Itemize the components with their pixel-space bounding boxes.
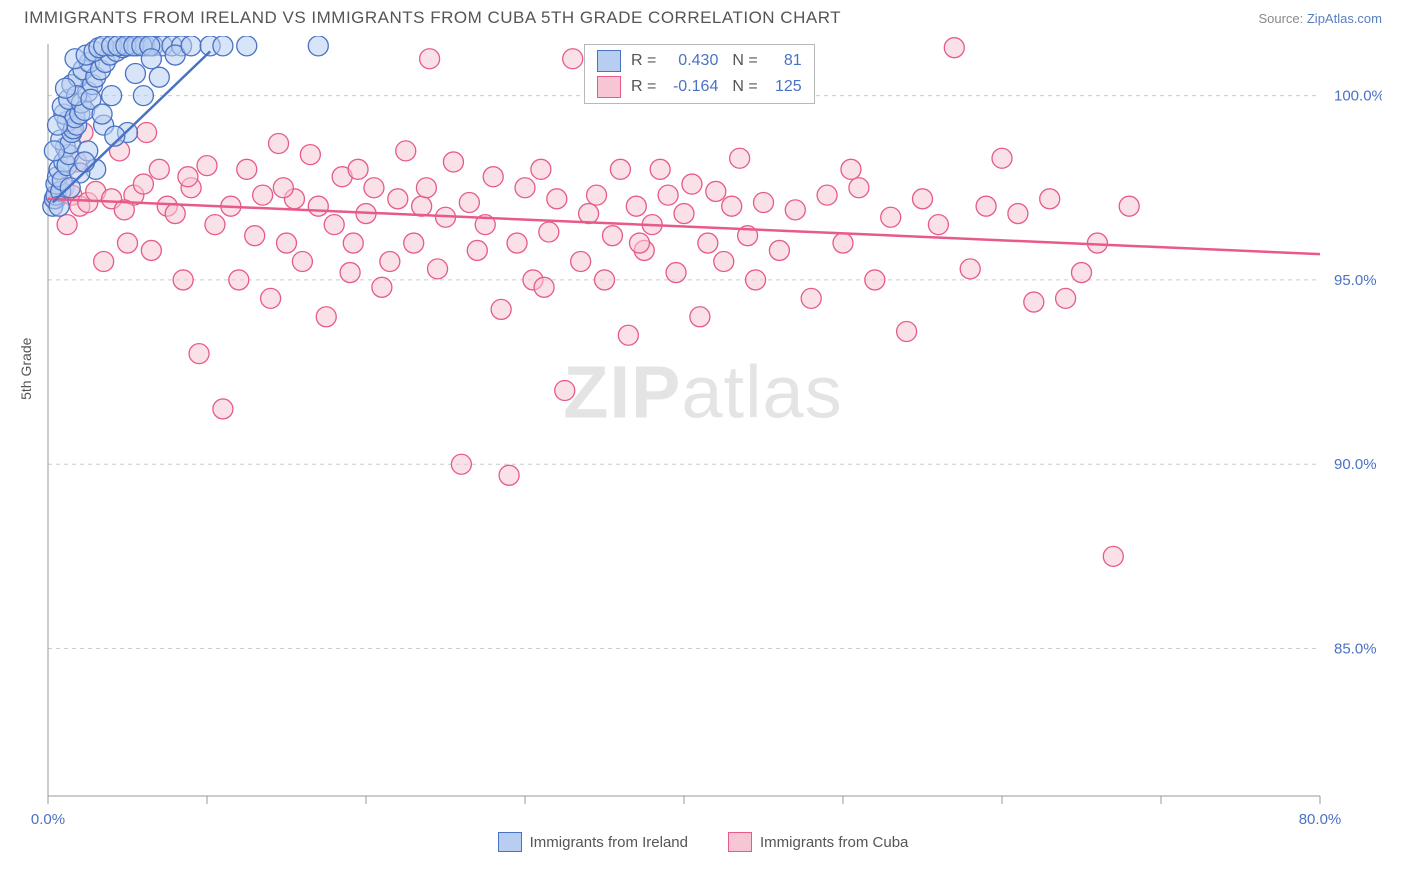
stat-n-label: N = — [732, 78, 757, 96]
legend-swatch — [498, 832, 522, 852]
stat-r-value: -0.164 — [660, 78, 718, 96]
chart-title: IMMIGRANTS FROM IRELAND VS IMMIGRANTS FR… — [24, 8, 841, 28]
svg-text:95.0%: 95.0% — [1334, 272, 1377, 289]
stat-r-value: 0.430 — [660, 52, 718, 70]
legend-label: Immigrants from Ireland — [530, 834, 688, 851]
stat-n-value: 125 — [762, 78, 802, 96]
legend-swatch — [597, 76, 621, 98]
stat-r-label: R = — [631, 78, 656, 96]
legend-label: Immigrants from Cuba — [760, 834, 908, 851]
source-prefix: Source: — [1258, 11, 1306, 26]
stat-legend-row: R =0.430 N = 81 — [597, 48, 802, 74]
svg-text:85.0%: 85.0% — [1334, 641, 1377, 658]
legend-item: Immigrants from Ireland — [498, 832, 688, 852]
stat-n-value: 81 — [762, 52, 802, 70]
legend-swatch — [597, 50, 621, 72]
svg-text:0.0%: 0.0% — [31, 811, 65, 826]
stat-n-label: N = — [732, 52, 757, 70]
correlation-legend: R =0.430 N = 81 R =-0.164 N = 125 — [584, 44, 815, 104]
stat-r-label: R = — [631, 52, 656, 70]
svg-text:100.0%: 100.0% — [1334, 88, 1382, 105]
y-axis-label: 5th Grade — [18, 338, 34, 400]
svg-text:90.0%: 90.0% — [1334, 456, 1377, 473]
header: IMMIGRANTS FROM IRELAND VS IMMIGRANTS FR… — [0, 0, 1406, 32]
stat-legend-row: R =-0.164 N = 125 — [597, 74, 802, 100]
legend-swatch — [728, 832, 752, 852]
legend-item: Immigrants from Cuba — [728, 832, 908, 852]
source-link[interactable]: ZipAtlas.com — [1307, 11, 1382, 26]
source-attribution: Source: ZipAtlas.com — [1258, 11, 1382, 26]
series-legend: Immigrants from Ireland Immigrants from C… — [0, 832, 1406, 852]
chart-container: 5th Grade 85.0%90.0%95.0%100.0%0.0%80.0%… — [24, 36, 1382, 826]
scatter-plot: 85.0% 90.0% 95.0% 100.0% 0.0% 80.0% — [24, 36, 1382, 826]
svg-text:80.0%: 80.0% — [1299, 811, 1342, 826]
